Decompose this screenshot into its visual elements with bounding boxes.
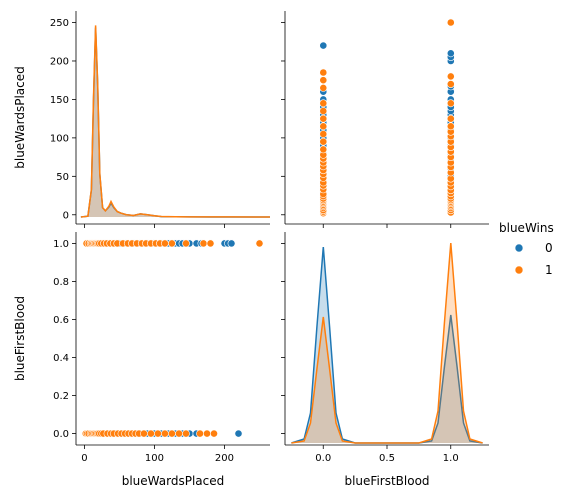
scatter-point-fb1-wins1 [446,80,455,88]
ytick-label-firstblood: 0.6 [53,315,69,326]
scatter-point-fb0-wins0 [319,41,328,50]
scatter-point-wards-fb1-wins1 [167,239,176,248]
kde-line-wards-0 [80,27,270,218]
y-axis-label-firstblood: blueFirstBlood [13,296,27,381]
xtick-label-firstblood: 1.0 [443,453,459,464]
scatter-point-wards-fb0-wins1 [160,429,169,438]
scatter-point-fb1-wins1 [446,122,455,131]
scatter-point-fb0-wins1 [319,84,328,92]
scatter-point-fb1-wins1 [446,18,455,27]
ytick-label-wards: 100 [50,133,69,144]
scatter-point-wards-fb0-wins1 [146,429,155,438]
scatter-point-fb0-wins1 [319,130,328,138]
scatter-point-fb0-wins1 [319,107,328,115]
scatter-point-wards-fb0-wins0 [234,429,243,438]
scatter-point-wards-fb0-wins1 [182,429,190,438]
scatter-point-fb1-wins0 [446,49,455,58]
scatter-point-fb0-wins1 [319,68,328,77]
kde-fill-wards-0 [80,27,271,218]
ytick-label-wards: 200 [50,56,69,67]
scatter-point-fb0-wins1 [319,137,328,146]
scatter-point-wards-fb1-wins1 [160,239,169,248]
scatter-point-fb0-wins1 [319,114,328,123]
scatter-point-wards-fb0-wins1 [167,429,176,438]
kde-line-wards-1 [80,25,270,218]
ytick-label-firstblood: 1.0 [53,239,69,250]
scatter-point-wards-fb0-wins1 [196,429,204,438]
scatter-point-fb0-wins1 [319,145,328,154]
kde-line-firstblood-1 [291,242,483,444]
scatter-point-wards-fb0-wins1 [175,429,183,438]
scatter-point-fb1-wins1 [446,72,455,81]
scatter-point-wards-fb0-wins1 [210,429,218,438]
ytick-label-firstblood: 0.2 [53,391,69,402]
y-axis-label-wards: blueWardsPlaced [13,66,27,169]
x-axis-label-firstblood: blueFirstBlood [344,474,429,488]
scatter-point-wards-fb1-wins0 [227,239,236,248]
scatter-point-fb1-wins1 [446,99,455,108]
ytick-label-wards: 0 [63,210,69,221]
ytick-label-wards: 150 [50,95,69,106]
xtick-label-firstblood: 0.0 [315,453,331,464]
ytick-label-wards: 250 [50,18,69,29]
legend-marker-0 [514,243,524,253]
xtick-label-wards: 100 [145,453,164,464]
x-axis-label-wards: blueWardsPlaced [122,474,225,488]
scatter-point-wards-fb1-wins1 [206,239,215,248]
scatter-point-wards-fb0-wins1 [139,429,148,438]
scatter-point-wards-fb0-wins1 [153,429,162,438]
ytick-label-firstblood: 0.8 [53,277,69,288]
kde-fill-wards-1 [80,25,271,218]
ytick-label-wards: 50 [56,172,69,183]
scatter-point-wards-fb1-wins1 [199,239,208,248]
legend-title: blueWins [499,221,554,235]
scatter-point-fb0-wins1 [319,99,328,108]
scatter-point-fb1-wins1 [446,114,455,123]
scatter-point-wards-fb0-wins1 [203,429,211,438]
scatter-point-wards-fb1-wins1 [182,239,190,248]
legend-label-1: 1 [545,263,553,277]
legend-marker-1 [514,265,524,275]
xtick-label-wards: 200 [215,453,234,464]
xtick-label-firstblood: 0.5 [379,453,395,464]
ytick-label-firstblood: 0.0 [53,429,69,440]
legend-label-0: 0 [545,241,553,255]
scatter-point-fb0-wins1 [319,122,328,131]
pairplot-layer: 0 50 100 150 200 250 0.0 0.2 0.4 0.6 0.8 1.0 0 100 200… [13,11,554,488]
ytick-label-firstblood: 0.4 [53,353,69,364]
xtick-label-wards: 0 [81,453,87,464]
scatter-point-fb0-wins1 [319,76,328,85]
scatter-point-wards-fb1-wins1 [255,239,264,248]
